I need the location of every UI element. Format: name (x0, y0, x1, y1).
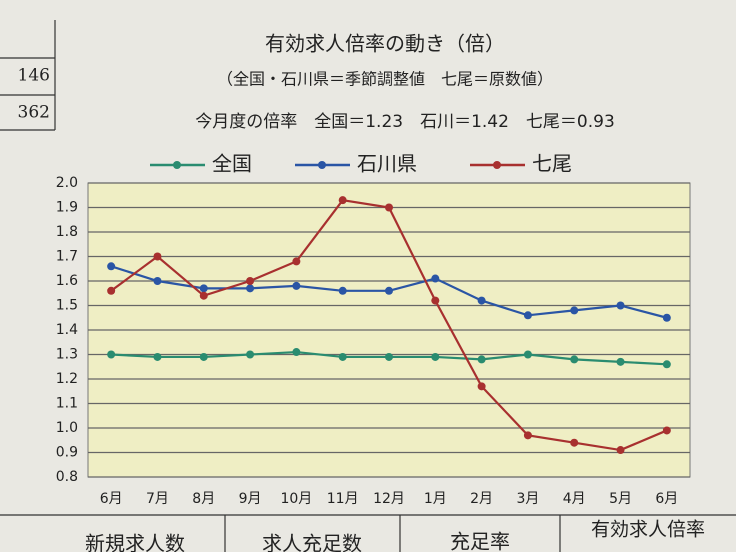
y-tick-label: 1.8 (56, 224, 78, 240)
data-point (338, 286, 347, 295)
legend-label: 石川県 (357, 152, 417, 176)
y-tick-label: 1.0 (56, 420, 78, 436)
x-tick-label: 2月 (470, 491, 493, 507)
data-point (431, 274, 440, 283)
table-cell: 362 (18, 103, 50, 123)
chart-title: 有効求人倍率の動き（倍） (265, 32, 505, 56)
table-cell: 146 (18, 66, 50, 86)
legend-label: 七尾 (532, 152, 572, 176)
table-header: 求人充足数 (262, 532, 362, 552)
x-tick-label: 5月 (609, 491, 632, 507)
x-tick-label: 11月 (327, 491, 359, 507)
y-tick-label: 1.5 (56, 298, 78, 314)
data-point (199, 284, 208, 293)
table-lines (0, 20, 736, 552)
y-tick-label: 1.6 (56, 273, 78, 289)
x-tick-label: 3月 (516, 491, 539, 507)
data-point (246, 284, 255, 293)
x-tick-label: 6月 (100, 491, 123, 507)
data-point (616, 446, 625, 455)
x-tick-label: 1月 (424, 491, 447, 507)
x-tick-label: 9月 (239, 491, 262, 507)
data-point (199, 352, 208, 361)
data-point (153, 352, 162, 361)
data-point (292, 281, 301, 290)
legend-marker (173, 161, 181, 169)
data-point (385, 352, 393, 361)
data-point (570, 306, 579, 315)
data-point (107, 350, 116, 359)
data-point (431, 296, 440, 305)
x-tick-label: 4月 (563, 491, 586, 507)
legend-marker (318, 161, 326, 169)
chart-subtitle: （全国・石川県＝季節調整値 七尾＝原数値） (217, 70, 553, 89)
y-tick-label: 0.9 (56, 445, 78, 461)
y-tick-label: 0.8 (56, 469, 78, 485)
data-point (616, 357, 625, 366)
y-tick-label: 2.0 (56, 175, 78, 191)
x-tick-label: 8月 (192, 491, 215, 507)
y-tick-label: 1.9 (56, 200, 78, 216)
data-point (338, 196, 347, 205)
data-point (570, 355, 579, 364)
data-point (107, 262, 116, 271)
x-tick-label: 12月 (373, 491, 405, 507)
data-point (523, 311, 532, 320)
data-point (616, 301, 625, 310)
table-header: 新規求人数 (85, 532, 185, 552)
table-header: 充足率 (450, 530, 510, 552)
y-tick-label: 1.1 (56, 396, 78, 412)
table-header: 有効求人倍率 (591, 519, 705, 541)
y-tick-label: 1.3 (56, 347, 78, 363)
annotation: 今月度の倍率 全国＝1.23 石川＝1.42 七尾＝0.93 (195, 112, 615, 132)
data-point (523, 350, 532, 359)
data-point (477, 355, 486, 364)
data-point (523, 431, 532, 440)
data-point (385, 203, 393, 212)
data-point (199, 291, 208, 300)
data-point (662, 313, 671, 322)
data-point (431, 352, 440, 361)
data-point (477, 382, 486, 391)
data-point (292, 257, 301, 266)
data-point (107, 286, 116, 295)
data-point (292, 348, 301, 357)
y-tick-label: 1.7 (56, 249, 78, 265)
data-point (246, 277, 255, 285)
data-point (153, 277, 162, 285)
legend-label: 全国 (212, 152, 252, 176)
y-tick-label: 1.2 (56, 371, 78, 387)
data-point (662, 360, 671, 369)
legend-marker (493, 161, 501, 169)
data-point (385, 286, 393, 295)
y-tick-label: 1.4 (56, 322, 78, 338)
data-point (477, 296, 486, 305)
x-tick-label: 7月 (146, 491, 169, 507)
data-point (338, 352, 347, 361)
data-point (246, 350, 255, 359)
data-point (153, 252, 162, 261)
data-point (662, 426, 671, 435)
data-point (570, 438, 579, 447)
x-tick-label: 10月 (280, 491, 312, 507)
x-tick-label: 6月 (655, 491, 678, 507)
